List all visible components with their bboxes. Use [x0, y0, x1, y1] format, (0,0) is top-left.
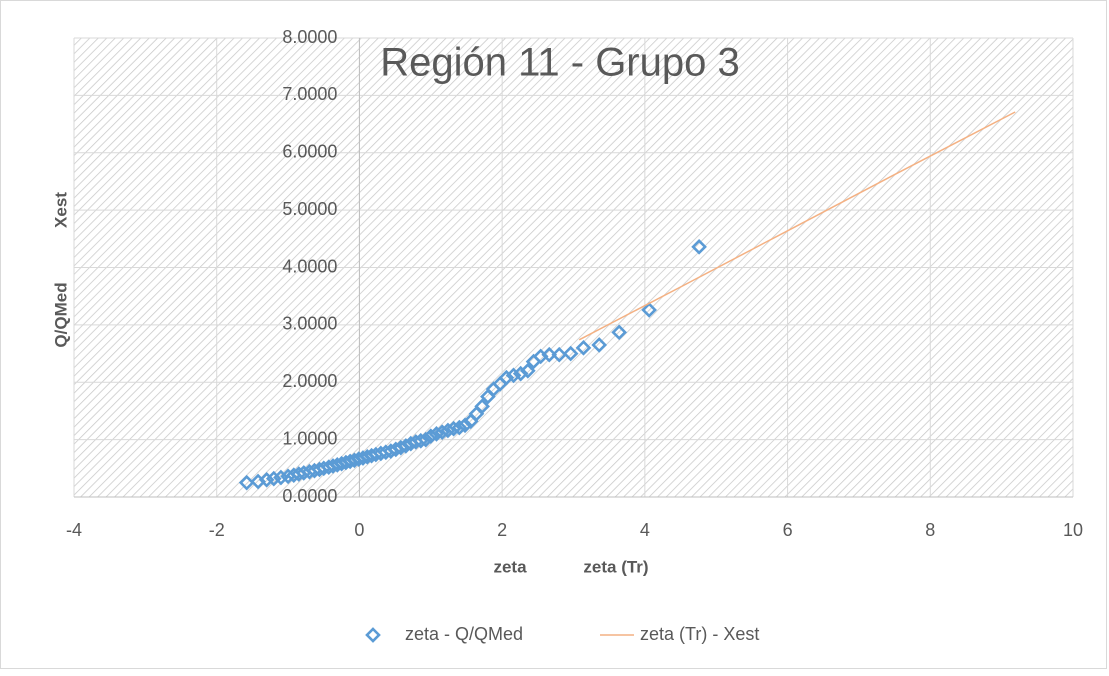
- y-tick-label: 5.0000: [282, 199, 337, 219]
- x-tick-label: 10: [1063, 520, 1083, 540]
- point: [417, 431, 434, 448]
- point: [445, 420, 462, 437]
- x-tick-label: 4: [640, 520, 650, 540]
- y-axis-title: Q/QMed: [51, 282, 70, 347]
- point: [422, 428, 439, 445]
- point: [457, 417, 473, 434]
- y-tick-label: 4.0000: [282, 256, 337, 276]
- point: [273, 469, 289, 486]
- point: [428, 426, 445, 442]
- x-tick-label: -4: [66, 520, 82, 540]
- y-tick-label: 2.0000: [282, 371, 337, 391]
- legend-label: zeta - Q/QMed: [405, 624, 523, 644]
- point: [519, 362, 536, 379]
- x-tick-label: -2: [209, 520, 225, 540]
- point: [575, 339, 592, 356]
- y-tick-label: 6.0000: [282, 142, 337, 162]
- legend-label: zeta (Tr) - Xest: [640, 624, 759, 644]
- point: [591, 337, 608, 353]
- y-tick-label: 1.0000: [282, 428, 337, 448]
- point: [551, 346, 568, 363]
- point: [397, 438, 414, 454]
- point: [440, 422, 456, 439]
- point: [451, 419, 468, 436]
- point: [505, 367, 522, 384]
- x-tick-label: 6: [783, 520, 793, 540]
- point: [541, 346, 558, 363]
- point: [691, 239, 707, 255]
- point: [498, 369, 515, 386]
- x-tick-label: 0: [354, 520, 364, 540]
- y-tick-label: 8.0000: [282, 27, 337, 47]
- point: [412, 432, 429, 449]
- point: [265, 470, 282, 487]
- y-tick-label: 0.0000: [282, 486, 337, 506]
- x-axis-title: zeta (Tr): [583, 557, 648, 576]
- point: [611, 324, 628, 341]
- y-tick-label: 7.0000: [282, 84, 337, 104]
- x-axis-title: zeta: [493, 557, 527, 576]
- point: [238, 474, 255, 491]
- chart-title: Región 11 - Grupo 3: [380, 41, 739, 85]
- point: [641, 302, 657, 318]
- y-axis-title: Xest: [51, 192, 70, 228]
- point: [512, 365, 529, 382]
- point: [392, 439, 409, 456]
- line: [578, 111, 1016, 341]
- x-tick-label: 8: [925, 520, 935, 540]
- point: [434, 424, 451, 441]
- point: [258, 471, 275, 488]
- y-tick-label: 3.0000: [282, 314, 337, 334]
- point: [474, 398, 491, 415]
- x-tick-label: 2: [497, 520, 507, 540]
- point: [562, 345, 579, 362]
- legend-marker: [365, 627, 381, 643]
